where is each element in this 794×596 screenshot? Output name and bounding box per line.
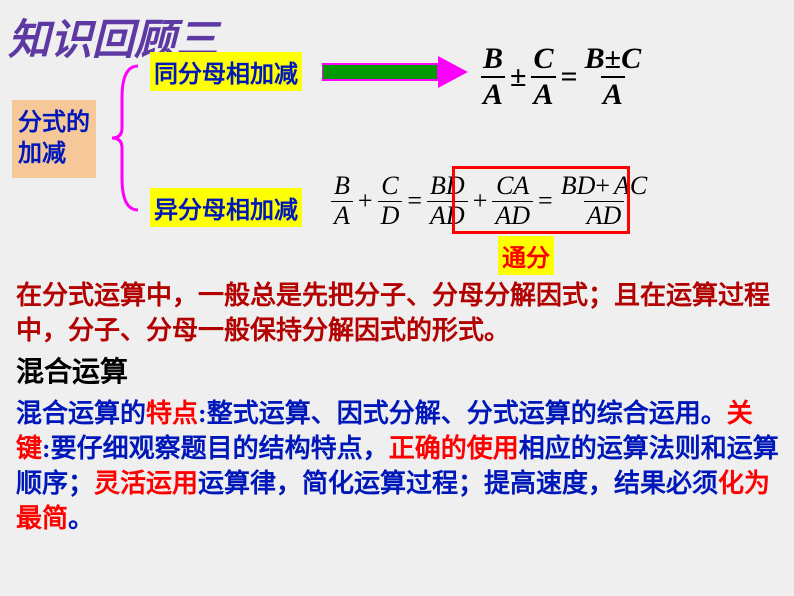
f3-den: A (601, 76, 625, 112)
f1-den: A (481, 76, 505, 112)
pm-op: ± (510, 60, 526, 94)
branch2-label: 异分母相加减 (150, 188, 302, 227)
f3-num: B±C (585, 42, 641, 75)
m-t1: 混合运算的 (16, 399, 146, 428)
m-t5: :要仔细观察题目的结构特点， (42, 434, 389, 463)
m-t3: :整式运算、因式分解、分式运算的综合运用。 (198, 399, 727, 428)
m-t9: 运算律，简化运算过程；提高速度，结果必须 (198, 469, 718, 498)
m-t6: 正确的使用 (389, 434, 519, 463)
g2-num: C (378, 172, 401, 201)
m-t11: 。 (68, 504, 94, 533)
g2-den: D (378, 201, 403, 231)
m-t8: 灵活运用 (94, 469, 198, 498)
m-t2: 特点 (146, 399, 198, 428)
formula-same-denom: B A ± C A = B±C A (480, 42, 644, 112)
f2-num: C (531, 42, 555, 76)
branch1-label: 同分母相加减 (150, 52, 302, 91)
f1-num: B (481, 42, 505, 76)
eq-op: = (561, 60, 578, 94)
paragraph-1: 在分式运算中，一般总是先把分子、分母分解因式；且在运算过程中，分子、分母一般保持… (16, 278, 776, 348)
paragraph-mixed: 混合运算的特点:整式运算、因式分解、分式运算的综合运用。关键:要仔细观察题目的结… (16, 396, 786, 536)
bracket-icon (108, 58, 148, 218)
red-highlight-box (452, 166, 630, 234)
eq-op2: = (407, 186, 422, 216)
f2-den: A (531, 76, 555, 112)
heading-mixed: 混合运算 (16, 354, 128, 392)
tongfen-label: 通分 (498, 236, 554, 275)
arrow-icon (322, 52, 472, 92)
g1-den: A (331, 201, 353, 231)
plus-op: + (358, 186, 373, 216)
sidebar-box: 分式的 加减 (12, 100, 96, 178)
g1-num: B (331, 172, 353, 201)
